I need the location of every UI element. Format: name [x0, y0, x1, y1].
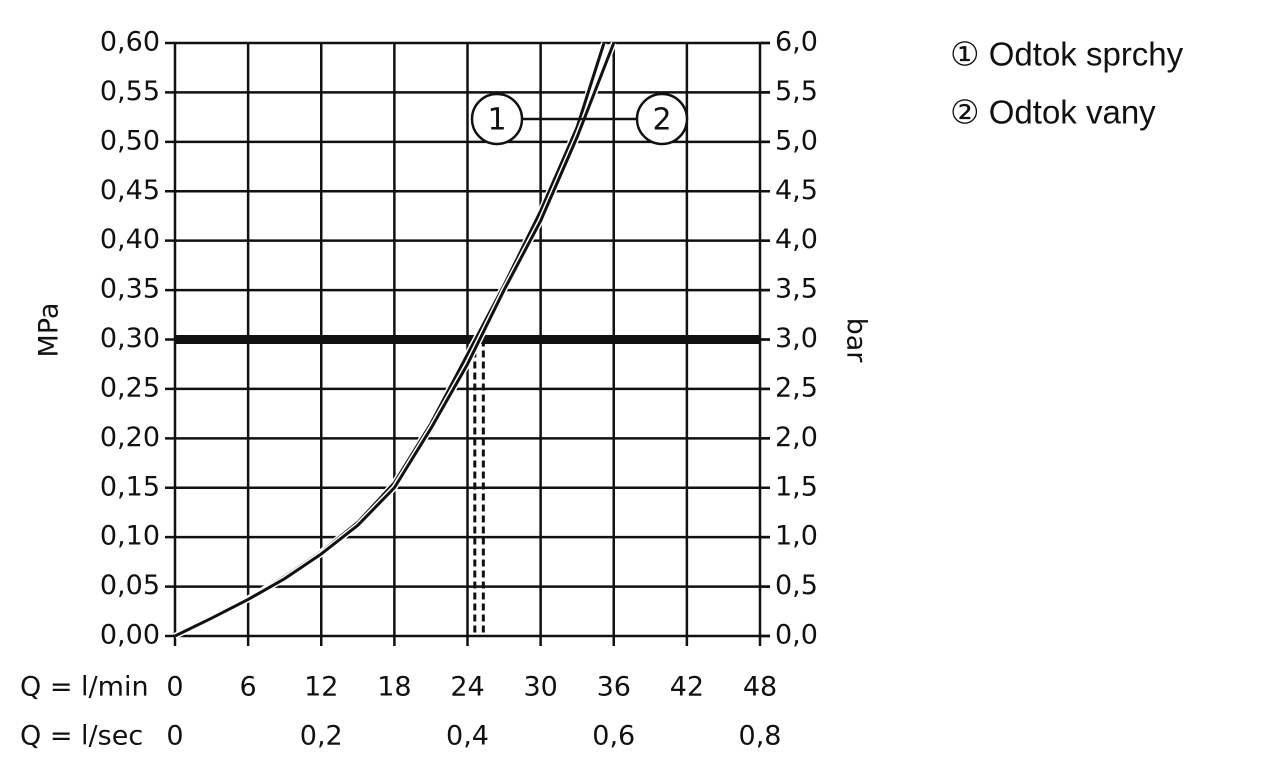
- x-tick-label: 42: [670, 672, 704, 703]
- callout-label: 2: [652, 103, 671, 138]
- y-tick-label: 0,00: [100, 620, 160, 651]
- y2-tick-label: 5,5: [775, 76, 818, 107]
- y-tick-label: 0,40: [100, 224, 160, 255]
- x2-tick-label: 0,4: [446, 721, 489, 752]
- x2-tick-label: 0: [166, 721, 183, 752]
- y2-tick-label: 2,0: [775, 422, 818, 453]
- y-tick-label: 0,15: [100, 471, 160, 502]
- y2-axis-label: bar: [841, 318, 872, 364]
- y2-tick-label: 3,5: [775, 274, 818, 305]
- x2-tick-label: 0,8: [739, 721, 782, 752]
- y-tick-label: 0,55: [100, 76, 160, 107]
- x-tick-label: 12: [304, 672, 338, 703]
- callout-circle: [635, 92, 689, 146]
- legend-entry: ① Odtok sprchy: [950, 36, 1184, 73]
- y-tick-label: 0,25: [100, 372, 160, 403]
- y-tick-label: 0,20: [100, 422, 160, 453]
- y-tick-label: 0,50: [100, 125, 160, 156]
- x-tick-label: 18: [377, 672, 411, 703]
- y2-tick-label: 0,5: [775, 570, 818, 601]
- y2-tick-label: 5,0: [775, 125, 818, 156]
- x2-tick-label: 0,6: [592, 721, 635, 752]
- y2-tick-label: 1,0: [775, 521, 818, 552]
- x-tick-label: 36: [597, 672, 631, 703]
- y-tick-label: 0,60: [100, 27, 160, 58]
- y-tick-label: 0,45: [100, 175, 160, 206]
- y2-tick-label: 1,5: [775, 471, 818, 502]
- y2-tick-label: 4,0: [775, 224, 818, 255]
- y2-tick-label: 0,0: [775, 620, 818, 651]
- y-tick-label: 0,10: [100, 521, 160, 552]
- y-tick-label: 0,35: [100, 274, 160, 305]
- y-tick-label: 0,30: [100, 323, 160, 354]
- x-tick-label: 48: [743, 672, 777, 703]
- y-tick-label: 0,05: [100, 570, 160, 601]
- callout-label: 1: [487, 103, 506, 138]
- x-tick-label: 30: [523, 672, 557, 703]
- y2-tick-label: 2,5: [775, 372, 818, 403]
- y2-tick-label: 4,5: [775, 175, 818, 206]
- x-axis-label: Q = l/min: [20, 672, 149, 703]
- y2-tick-label: 6,0: [775, 27, 818, 58]
- callout-circle: [470, 92, 524, 146]
- x-tick-label: 24: [450, 672, 484, 703]
- x-tick-label: 0: [166, 672, 183, 703]
- line-series: [174, 42, 616, 638]
- x-tick-label: 6: [240, 672, 257, 703]
- x2-axis-label: Q = l/sec: [20, 721, 143, 752]
- legend-entry: ② Odtok vany: [950, 94, 1156, 131]
- x2-tick-label: 0,2: [300, 721, 343, 752]
- y2-tick-label: 3,0: [775, 323, 818, 354]
- y-axis-label: MPa: [34, 303, 65, 358]
